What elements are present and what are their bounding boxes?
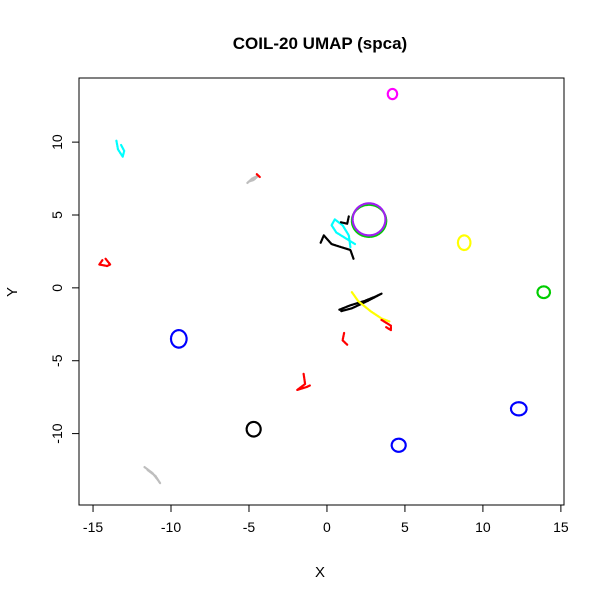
- point-cluster: [319, 234, 355, 260]
- y-tick-label: 5: [49, 211, 65, 219]
- x-tick-label: 0: [323, 519, 331, 535]
- y-axis-label: Y: [4, 287, 21, 297]
- point-cluster: [380, 318, 392, 332]
- point-cluster: [98, 257, 112, 268]
- point-cluster: [245, 420, 262, 438]
- x-axis: -15 -10 -5 0 5 10 15: [83, 504, 569, 535]
- point-cluster: [115, 139, 126, 158]
- point-cluster: [509, 401, 528, 417]
- y-tick-label: -10: [49, 423, 65, 443]
- chart-title: COIL-20 UMAP (spca): [233, 34, 407, 53]
- point-cluster: [246, 174, 260, 184]
- point-cluster: [255, 173, 261, 179]
- point-cluster: [143, 466, 162, 485]
- point-cluster: [536, 285, 552, 300]
- y-tick-label: 10: [49, 134, 65, 150]
- x-tick-label: 5: [401, 519, 409, 535]
- y-tick-label: 0: [49, 284, 65, 292]
- point-cluster: [456, 234, 472, 252]
- point-cluster: [296, 372, 311, 391]
- data-points: [98, 87, 552, 485]
- point-cluster: [338, 292, 383, 313]
- plot-frame: [78, 77, 565, 506]
- x-axis-label: X: [315, 564, 325, 581]
- point-cluster: [169, 329, 188, 349]
- point-cluster: [341, 331, 349, 346]
- x-tick-label: 10: [475, 519, 491, 535]
- x-tick-label: -10: [161, 519, 181, 535]
- x-tick-label: -5: [243, 519, 256, 535]
- point-cluster: [351, 202, 387, 237]
- point-cluster: [390, 437, 407, 453]
- y-tick-label: -5: [49, 354, 65, 367]
- point-cluster: [339, 215, 350, 225]
- x-tick-label: -15: [83, 519, 103, 535]
- point-cluster: [350, 291, 391, 323]
- point-cluster: [386, 87, 399, 101]
- x-tick-label: 15: [553, 519, 569, 535]
- y-axis: -10 -5 0 5 10: [49, 134, 80, 444]
- point-cluster: [330, 218, 357, 249]
